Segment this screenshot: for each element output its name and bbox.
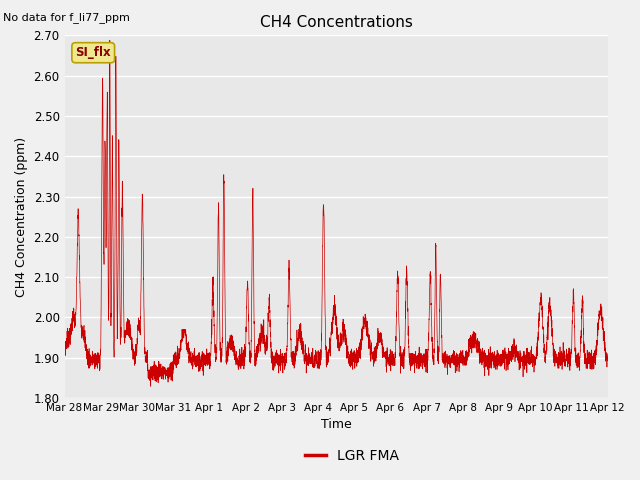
Title: CH4 Concentrations: CH4 Concentrations [260, 15, 413, 30]
Text: No data for f_li77_ppm: No data for f_li77_ppm [3, 12, 130, 23]
Y-axis label: CH4 Concentration (ppm): CH4 Concentration (ppm) [15, 137, 28, 297]
X-axis label: Time: Time [321, 419, 351, 432]
Legend: LGR FMA: LGR FMA [300, 443, 404, 468]
Text: SI_flx: SI_flx [76, 46, 111, 59]
